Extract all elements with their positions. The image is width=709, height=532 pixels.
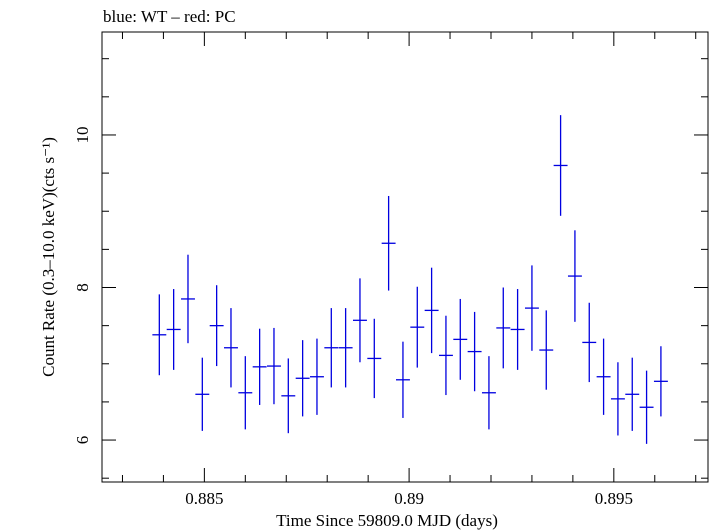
data-point: [281, 358, 296, 434]
y-axis-ticks: 6 8 10: [73, 58, 708, 479]
data-point: [224, 308, 238, 388]
data-point: [524, 265, 539, 351]
data-point: [653, 346, 668, 417]
data-point: [510, 289, 525, 370]
data-point: [152, 294, 167, 376]
y-tick-label: 10: [73, 126, 92, 143]
data-point: [338, 308, 353, 388]
data-point: [381, 195, 396, 291]
data-point: [181, 254, 195, 344]
data-point: [496, 287, 511, 369]
data-point: [453, 298, 468, 380]
data-point: [295, 340, 310, 417]
y-tick-label: 6: [73, 436, 92, 445]
data-point: [395, 341, 410, 418]
y-tick-label: 8: [73, 283, 92, 292]
data-point: [639, 370, 654, 444]
data-point: [567, 230, 582, 322]
data-point: [267, 327, 281, 405]
x-tick-label: 0.885: [185, 489, 223, 508]
data-point: [553, 115, 568, 216]
chart-title: blue: WT – red: PC: [103, 7, 236, 26]
data-point: [596, 338, 611, 415]
y-axis-label: Count Rate (0.3–10.0 keV)(cts s⁻¹): [39, 137, 58, 377]
data-series: [152, 115, 668, 444]
data-point: [481, 356, 496, 430]
data-point: [424, 267, 439, 354]
data-point: [367, 318, 382, 399]
data-point: [610, 362, 625, 436]
data-point: [582, 302, 597, 383]
data-point: [467, 311, 482, 392]
data-point: [438, 315, 453, 396]
data-point: [324, 308, 339, 388]
data-point: [209, 285, 224, 367]
data-point: [195, 357, 210, 431]
x-tick-label: 0.89: [394, 489, 424, 508]
data-point: [310, 338, 324, 415]
data-point: [410, 286, 425, 368]
data-point: [539, 310, 554, 390]
data-point: [625, 357, 640, 431]
x-tick-label: 0.895: [595, 489, 633, 508]
x-axis-ticks: 0.885 0.89 0.895: [121, 32, 697, 508]
plot-frame: [101, 31, 709, 483]
data-point: [252, 328, 267, 405]
data-point: [166, 289, 181, 370]
data-point: [352, 278, 367, 363]
x-axis-label: Time Since 59809.0 MJD (days): [276, 511, 498, 530]
data-point: [238, 356, 253, 430]
